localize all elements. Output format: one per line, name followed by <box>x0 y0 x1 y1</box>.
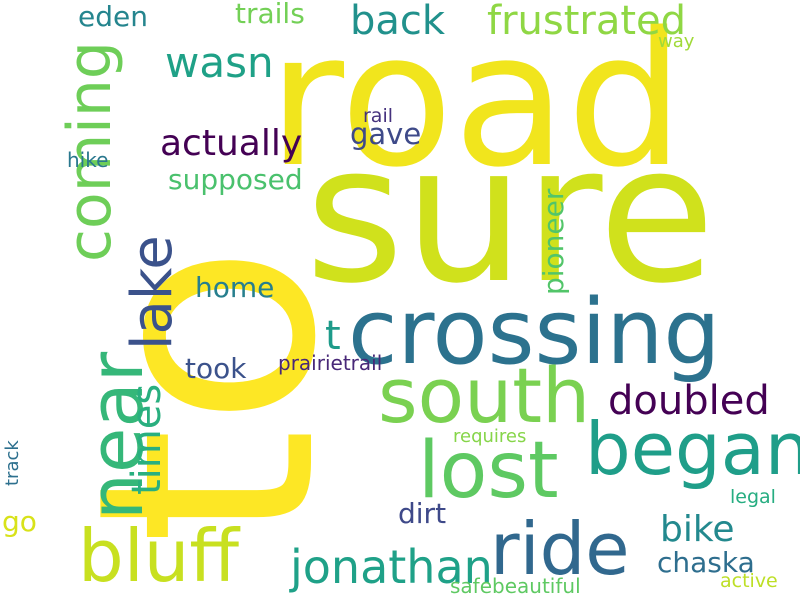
word-bike: bike <box>660 509 735 550</box>
word-times: times <box>124 383 170 495</box>
word-bluff: bluff <box>78 514 239 598</box>
word-requires: requires <box>453 426 527 447</box>
word-prairietrail: prairietrail <box>278 351 383 375</box>
word-actually: actually <box>160 123 303 164</box>
word-frustrated: frustrated <box>487 0 687 44</box>
word-way: way <box>658 31 695 52</box>
word-pioneer: pioneer <box>537 188 570 295</box>
word-active: active <box>720 570 778 592</box>
word-supposed: supposed <box>168 163 303 196</box>
word-chaska: chaska <box>657 546 755 579</box>
word-wasn: wasn <box>165 38 274 87</box>
word-began: began <box>585 407 800 491</box>
word-lake: lake <box>120 235 185 350</box>
word-doubled: doubled <box>608 378 770 424</box>
word-dirt: dirt <box>398 497 447 530</box>
word-hike: hike <box>67 148 109 172</box>
word-sure: sure <box>305 104 716 325</box>
word-lost: lost <box>418 426 559 516</box>
word-road: road <box>268 0 684 208</box>
word-home: home <box>195 271 275 304</box>
word-t: t <box>325 313 341 359</box>
word-crossing: crossing <box>348 280 721 385</box>
word-south: south <box>378 351 591 440</box>
word-go: go <box>2 505 37 538</box>
word-trails: trails <box>235 0 305 30</box>
word-safebeautiful: safebeautiful <box>450 574 581 598</box>
word-eden: eden <box>78 0 148 33</box>
word-took: took <box>185 352 247 385</box>
word-back: back <box>350 0 446 44</box>
word-legal: legal <box>730 486 776 508</box>
word-rail: rail <box>363 105 394 127</box>
word-ride: ride <box>490 507 630 591</box>
word-gave: gave <box>350 117 422 151</box>
word-track: track <box>2 440 23 486</box>
word-jonathan: jonathan <box>290 540 493 594</box>
